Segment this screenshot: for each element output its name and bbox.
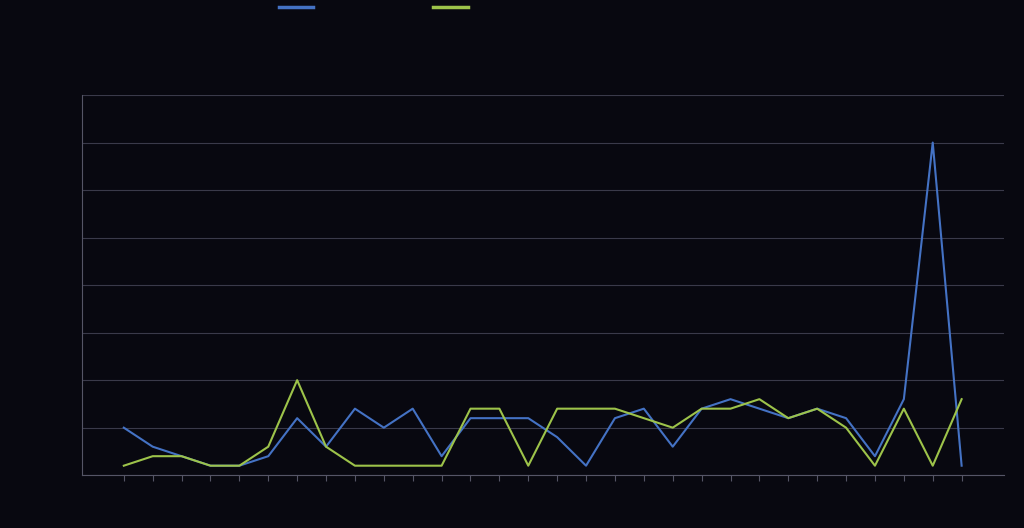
  — [868, 463, 881, 469]
  — [262, 444, 274, 450]
  — [551, 406, 563, 412]
  — [580, 406, 592, 412]
  — [378, 463, 390, 469]
  — [407, 463, 419, 469]
Line:   — [124, 380, 962, 466]
  — [146, 453, 159, 459]
  — [291, 377, 303, 383]
  — [724, 406, 736, 412]
  — [233, 463, 246, 469]
  — [494, 406, 506, 412]
  — [927, 139, 939, 146]
  — [551, 434, 563, 440]
  — [522, 463, 535, 469]
  — [580, 463, 592, 469]
  — [205, 463, 217, 469]
  — [291, 415, 303, 421]
  — [840, 415, 852, 421]
  — [609, 406, 622, 412]
  — [175, 453, 187, 459]
  — [667, 444, 679, 450]
  — [118, 425, 130, 431]
  — [868, 453, 881, 459]
  — [464, 406, 476, 412]
  — [724, 396, 736, 402]
  — [319, 444, 332, 450]
  — [233, 463, 246, 469]
  — [262, 453, 274, 459]
  — [464, 415, 476, 421]
  — [840, 425, 852, 431]
  — [435, 453, 447, 459]
  — [695, 406, 708, 412]
  — [811, 406, 823, 412]
  — [898, 396, 910, 402]
  — [695, 406, 708, 412]
Line:   — [124, 143, 962, 466]
  — [955, 463, 968, 469]
  — [407, 406, 419, 412]
  — [782, 415, 795, 421]
Legend:  ,  : , — [273, 0, 482, 21]
  — [319, 444, 332, 450]
  — [378, 425, 390, 431]
  — [754, 406, 766, 412]
  — [175, 453, 187, 459]
  — [609, 415, 622, 421]
  — [638, 415, 650, 421]
  — [494, 415, 506, 421]
  — [349, 463, 361, 469]
  — [205, 463, 217, 469]
  — [118, 463, 130, 469]
  — [782, 415, 795, 421]
  — [927, 463, 939, 469]
  — [435, 463, 447, 469]
  — [898, 406, 910, 412]
  — [811, 406, 823, 412]
  — [522, 415, 535, 421]
  — [667, 425, 679, 431]
  — [955, 396, 968, 402]
  — [146, 444, 159, 450]
  — [754, 396, 766, 402]
  — [349, 406, 361, 412]
  — [638, 406, 650, 412]
